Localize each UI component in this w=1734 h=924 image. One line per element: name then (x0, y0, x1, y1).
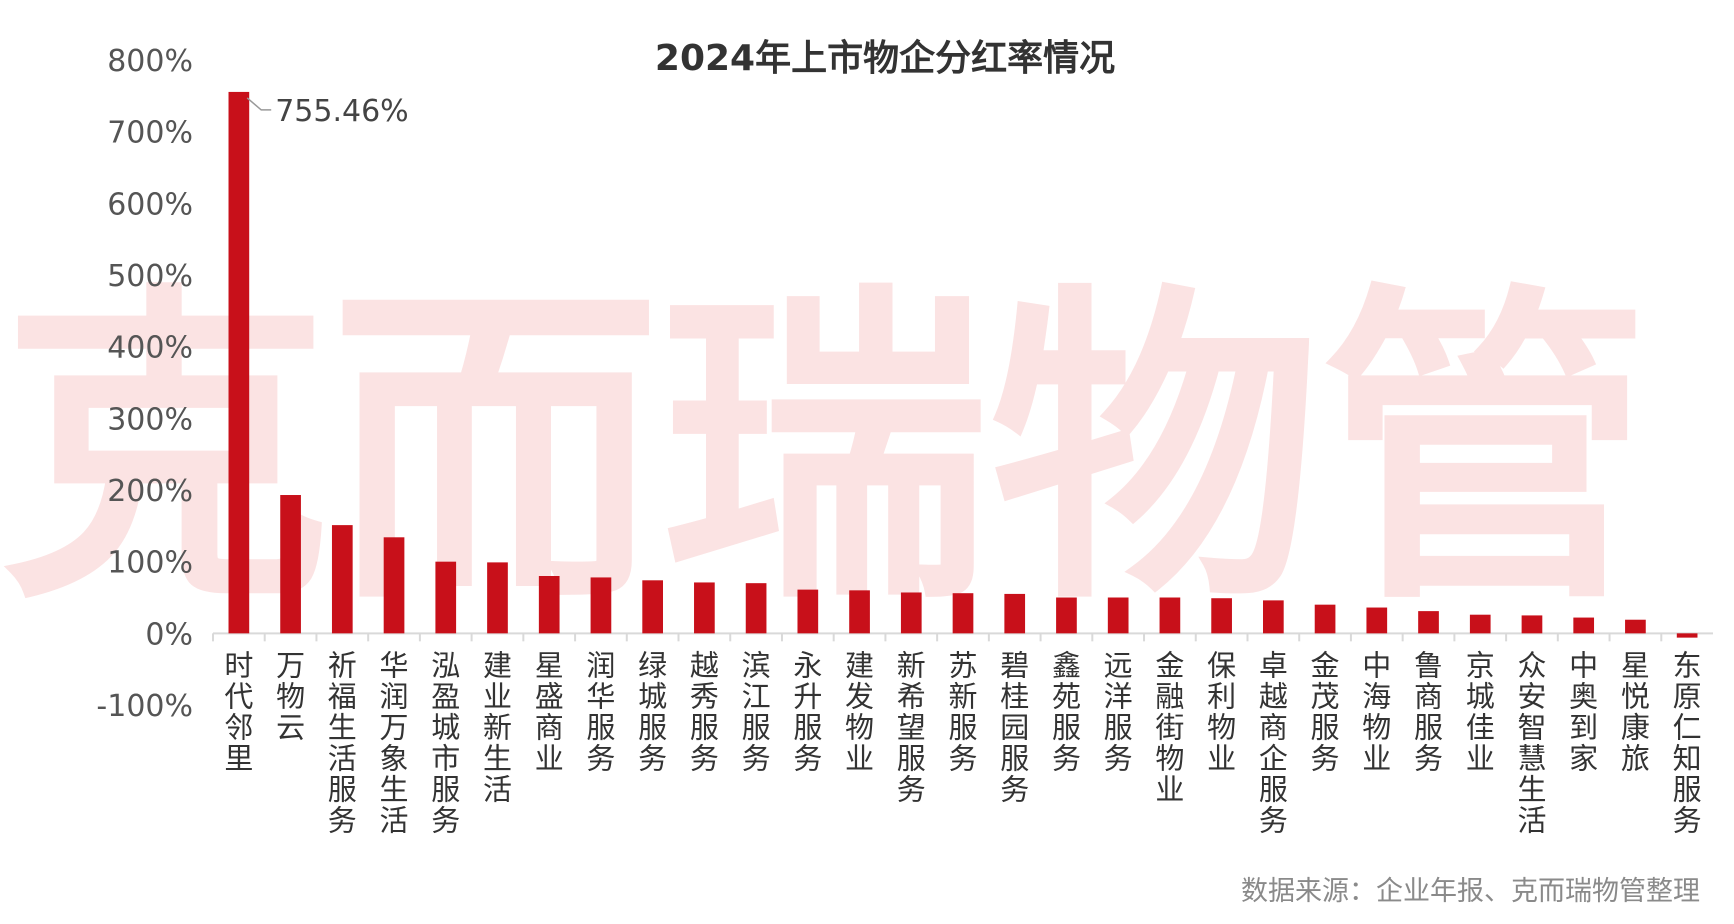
bar (1521, 615, 1543, 634)
bar (1314, 604, 1336, 634)
bar (435, 561, 457, 634)
x-tick-label: 京城佳业 (1466, 648, 1495, 775)
bar (1469, 614, 1491, 634)
bar (1625, 619, 1646, 634)
y-tick-label: 0% (145, 617, 193, 652)
bar (1263, 600, 1284, 634)
x-tick-label: 鲁商服务 (1414, 648, 1443, 775)
bar (1573, 617, 1595, 634)
x-tick-label: 泓盈城市服务 (431, 648, 460, 837)
x-tick-label: 金茂服务 (1311, 648, 1340, 775)
bar (694, 582, 715, 634)
x-tick-label: 东原仁知服务 (1673, 648, 1702, 837)
x-tick-label: 越秀服务 (690, 648, 719, 775)
y-tick-label: 200% (107, 474, 193, 509)
y-tick-label: 400% (107, 331, 193, 366)
bar (1107, 597, 1129, 634)
y-tick-label: -100% (96, 689, 193, 724)
x-tick-label: 祈福生活服务 (328, 648, 357, 837)
x-tick-label: 众安智慧生活 (1517, 648, 1546, 837)
bar (1418, 611, 1439, 634)
bar (1366, 607, 1388, 634)
x-tick-label: 中奥到家 (1569, 648, 1598, 775)
bar (1056, 597, 1077, 634)
bar (849, 590, 870, 634)
bar (538, 576, 560, 634)
bar (590, 577, 612, 634)
watermark-text: 克而瑞物管 (0, 259, 1650, 643)
data-label: 755.46% (275, 94, 408, 129)
source-note: 数据来源：企业年报、克而瑞物管整理 (1241, 876, 1700, 907)
bar (487, 562, 508, 634)
y-tick-label: 800% (107, 44, 193, 79)
x-tick-label: 中海物业 (1362, 648, 1391, 775)
x-tick-label: 星悦康旅 (1621, 648, 1650, 775)
x-tick-label: 时代邻里 (224, 648, 253, 775)
bar (383, 537, 405, 634)
bar (745, 583, 767, 634)
y-tick-label: 300% (107, 402, 193, 437)
bar (797, 589, 819, 634)
bar (1159, 597, 1181, 634)
bar (952, 593, 974, 634)
y-axis: 800% 700% 600% 500% 400% 300% 200% 100% 0% -100% (96, 44, 193, 724)
x-tick-label: 润华服务 (586, 648, 615, 775)
x-tick-label: 绿城服务 (638, 648, 667, 775)
x-tick-label: 万物云 (276, 648, 305, 744)
bar (642, 580, 663, 634)
x-tick-label: 新希望服务 (897, 648, 926, 806)
x-tick-label: 鑫苑服务 (1052, 648, 1081, 775)
x-tick-label: 华润万象生活 (380, 648, 409, 837)
x-tick-label: 金融街物业 (1155, 648, 1184, 806)
x-tick-label: 卓越商企服务 (1259, 648, 1288, 837)
bar (1004, 593, 1026, 634)
x-tick-label: 远洋服务 (1104, 648, 1133, 775)
bar (228, 91, 250, 634)
bars (212, 91, 1698, 642)
bar (900, 592, 922, 634)
x-tick-label: 保利物业 (1207, 648, 1236, 775)
chart-title: 2024年上市物企分红率情况 (655, 37, 1115, 79)
data-label-leader (246, 97, 272, 111)
bar (1676, 633, 1698, 638)
bar (280, 495, 301, 634)
x-tick-label: 建发物业 (845, 648, 874, 775)
x-tick-label: 苏新服务 (948, 648, 977, 775)
y-tick-label: 600% (107, 187, 193, 222)
y-tick-label: 100% (107, 546, 193, 581)
bar (331, 525, 353, 634)
x-axis-labels: 时代邻里万物云祈福生活服务华润万象生活泓盈城市服务建业新生活星盛商业润华服务绿城… (224, 648, 1701, 837)
x-tick-label: 碧桂园服务 (1000, 648, 1029, 806)
data-labels: 755.46% (246, 94, 409, 129)
x-tick-label: 永升服务 (793, 648, 822, 775)
x-tick-label: 星盛商业 (535, 648, 564, 775)
y-tick-label: 700% (107, 116, 193, 151)
x-tick-label: 滨江服务 (742, 648, 771, 775)
x-tick-label: 建业新生活 (483, 648, 512, 806)
y-tick-label: 500% (107, 259, 193, 294)
bar (1211, 598, 1232, 634)
